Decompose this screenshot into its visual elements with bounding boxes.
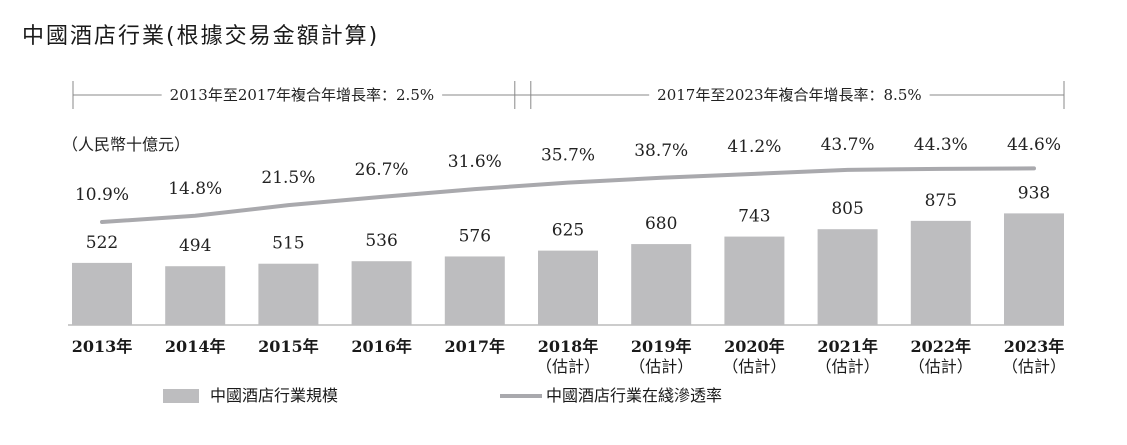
category-label-0: 2013年	[72, 337, 133, 356]
bar-value-label-5: 625	[552, 221, 584, 241]
category-label-8-note: （估計）	[816, 357, 880, 376]
line-value-label-9: 44.3%	[914, 135, 968, 155]
category-label-3: 2016年	[351, 337, 412, 356]
bar-value-label-10: 938	[1018, 183, 1050, 203]
category-label-1: 2014年	[165, 337, 226, 356]
category-label-7-note: （估計）	[722, 357, 786, 376]
line-value-label-7: 41.2%	[727, 137, 781, 157]
category-label-2: 2015年	[258, 337, 319, 356]
bar-value-label-0: 522	[86, 233, 118, 253]
bar-value-label-2: 515	[272, 234, 304, 254]
bar-7	[724, 236, 785, 325]
line-value-label-4: 31.6%	[448, 152, 502, 172]
bar-9	[910, 220, 971, 325]
legend-bar-label: 中國酒店行業規模	[210, 386, 338, 405]
cagr-label-0: 2013年至2017年複合年增長率：2.5%	[170, 86, 434, 104]
line-value-label-6: 38.7%	[634, 141, 688, 161]
bar-4	[444, 256, 505, 325]
category-label-9: 2022年	[911, 337, 972, 356]
legend-line-label: 中國酒店行業在綫滲透率	[546, 386, 722, 405]
bar-3	[351, 261, 412, 325]
bar-value-label-6: 680	[645, 214, 677, 234]
line-value-label-2: 21.5%	[261, 168, 315, 188]
legend-bar-swatch	[163, 389, 199, 403]
line-value-label-5: 35.7%	[541, 146, 595, 166]
bar-value-label-1: 494	[179, 236, 211, 256]
category-label-7: 2020年	[724, 337, 785, 356]
bar-value-label-7: 743	[738, 207, 770, 227]
category-label-6-note: （估計）	[629, 357, 693, 376]
category-label-9-note: （估計）	[909, 357, 973, 376]
bar-value-label-3: 536	[365, 231, 397, 251]
bar-1	[165, 266, 226, 325]
bar-8	[817, 229, 878, 325]
bar-value-label-4: 576	[459, 226, 491, 246]
bar-value-label-8: 805	[831, 199, 863, 219]
category-label-8: 2021年	[817, 337, 878, 356]
cagr-label-1: 2017年至2023年複合年增長率：8.5%	[657, 86, 921, 104]
bar-2	[258, 263, 319, 325]
bar-value-label-9: 875	[925, 191, 957, 211]
line-value-label-3: 26.7%	[355, 160, 409, 180]
penetration-line	[100, 166, 1036, 224]
category-label-10: 2023年	[1004, 337, 1065, 356]
category-label-5-note: （估計）	[536, 357, 600, 376]
line-value-label-1: 14.8%	[168, 179, 222, 199]
unit-label: （人民幣十億元）	[62, 135, 190, 154]
bar-10	[1004, 213, 1064, 325]
bar-6	[631, 244, 692, 325]
category-label-5: 2018年	[538, 337, 599, 356]
category-label-10-note: （估計）	[1002, 357, 1066, 376]
line-value-label-8: 43.7%	[821, 135, 875, 155]
chart-title: 中國酒店行業(根據交易金額計算)	[22, 24, 380, 49]
line-value-label-0: 10.9%	[75, 185, 129, 205]
bar-0	[72, 262, 132, 325]
category-label-6: 2019年	[631, 337, 692, 356]
line-value-label-10: 44.6%	[1007, 135, 1061, 155]
bar-5	[538, 250, 598, 325]
category-label-4: 2017年	[445, 337, 506, 356]
